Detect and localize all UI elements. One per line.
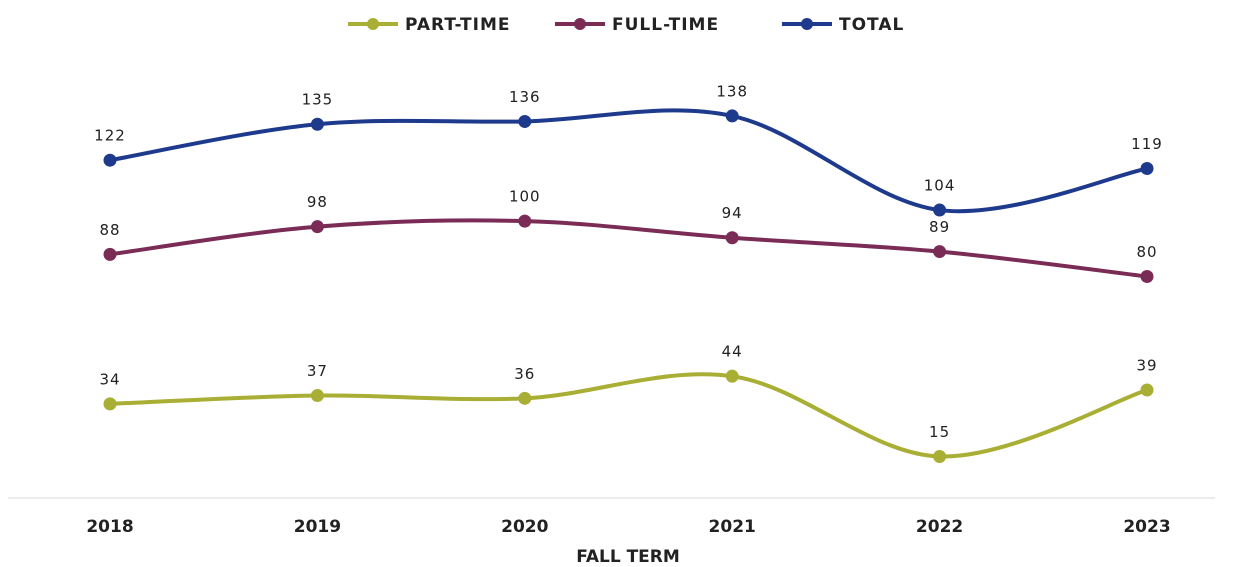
x-axis-title: FALL TERM [576, 547, 680, 567]
legend-swatch-dot [801, 18, 813, 30]
series-line [108, 372, 1149, 459]
legend-label: FULL-TIME [612, 15, 719, 35]
data-point [518, 391, 532, 405]
data-label: 136 [509, 88, 541, 106]
data-point [725, 231, 739, 245]
data-label: 39 [1136, 357, 1157, 375]
data-label: 98 [307, 193, 328, 211]
data-point [725, 109, 739, 123]
legend-swatch-dot [367, 18, 379, 30]
x-tick-label: 2023 [1123, 517, 1170, 537]
data-point [310, 117, 324, 131]
x-tick-label: 2022 [916, 517, 963, 537]
data-point [518, 214, 532, 228]
x-tick-label: 2019 [294, 517, 341, 537]
data-point [725, 369, 739, 383]
legend-label: TOTAL [839, 15, 904, 35]
data-label: 15 [929, 423, 950, 441]
data-label: 37 [307, 362, 328, 380]
data-label: 122 [94, 127, 126, 145]
data-point [1140, 162, 1154, 176]
data-point [103, 153, 117, 167]
data-label: 100 [509, 188, 541, 206]
x-tick-label: 2021 [709, 517, 756, 537]
data-point [103, 397, 117, 411]
x-tick-label: 2020 [501, 517, 548, 537]
data-point [933, 245, 947, 259]
data-point [933, 449, 947, 463]
data-label: 34 [99, 370, 120, 388]
data-point [1140, 270, 1154, 283]
data-point [933, 203, 947, 217]
data-label: 36 [514, 365, 535, 383]
series-line [108, 108, 1149, 214]
legend-swatch-dot [574, 18, 586, 30]
data-point [310, 389, 324, 403]
data-label: 135 [302, 91, 334, 109]
data-label: 88 [99, 221, 120, 239]
data-label: 80 [1136, 243, 1157, 261]
data-label: 89 [929, 218, 950, 236]
data-point [518, 114, 532, 128]
data-point [103, 247, 117, 261]
data-label: 119 [1131, 135, 1163, 153]
series-line [108, 218, 1149, 279]
data-point [1140, 383, 1154, 397]
data-label: 44 [722, 343, 743, 361]
x-tick-label: 2018 [86, 517, 133, 537]
data-label: 138 [716, 82, 748, 100]
legend-label: PART-TIME [405, 15, 511, 35]
data-label: 94 [722, 204, 743, 222]
data-label: 104 [924, 177, 956, 195]
data-point [310, 220, 324, 234]
